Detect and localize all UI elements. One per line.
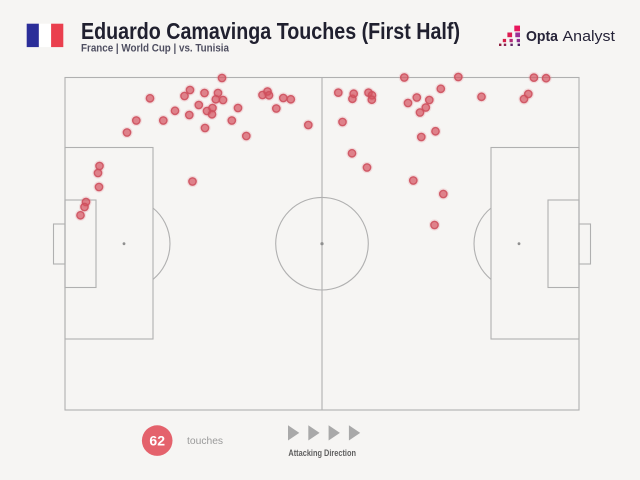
svg-text:Attacking Direction: Attacking Direction: [288, 448, 356, 458]
svg-text:Eduardo Camavinga Touches (Fir: Eduardo Camavinga Touches (First Half): [81, 18, 460, 44]
svg-text:Analyst: Analyst: [563, 28, 616, 45]
svg-text:Opta: Opta: [526, 28, 559, 45]
svg-text:France | World Cup | vs. Tunis: France | World Cup | vs. Tunisia: [81, 43, 230, 55]
svg-text:touches: touches: [187, 436, 223, 447]
svg-text:62: 62: [149, 433, 165, 449]
